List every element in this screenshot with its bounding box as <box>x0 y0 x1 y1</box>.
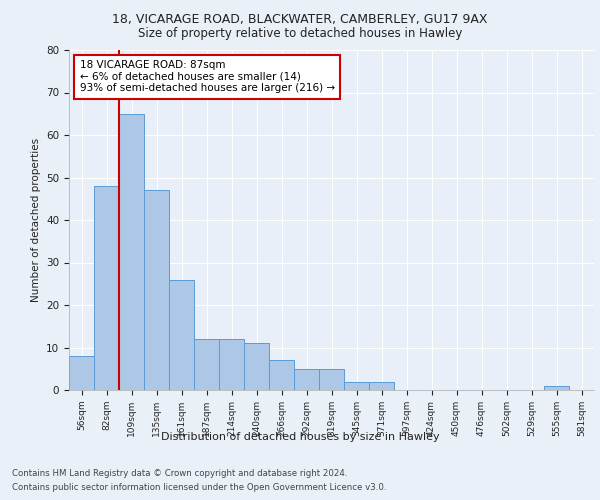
Bar <box>69 356 94 390</box>
Bar <box>269 360 294 390</box>
Text: Contains HM Land Registry data © Crown copyright and database right 2024.: Contains HM Land Registry data © Crown c… <box>12 469 347 478</box>
Bar <box>169 280 194 390</box>
Bar <box>244 343 269 390</box>
Bar <box>194 339 219 390</box>
Bar <box>344 382 369 390</box>
Text: Size of property relative to detached houses in Hawley: Size of property relative to detached ho… <box>138 28 462 40</box>
Text: 18, VICARAGE ROAD, BLACKWATER, CAMBERLEY, GU17 9AX: 18, VICARAGE ROAD, BLACKWATER, CAMBERLEY… <box>112 12 488 26</box>
Bar <box>94 186 119 390</box>
Text: 18 VICARAGE ROAD: 87sqm
← 6% of detached houses are smaller (14)
93% of semi-det: 18 VICARAGE ROAD: 87sqm ← 6% of detached… <box>79 60 335 94</box>
Bar <box>369 382 394 390</box>
Text: Contains public sector information licensed under the Open Government Licence v3: Contains public sector information licen… <box>12 482 386 492</box>
Bar <box>544 386 569 390</box>
Bar <box>294 369 319 390</box>
Text: Distribution of detached houses by size in Hawley: Distribution of detached houses by size … <box>161 432 439 442</box>
Bar <box>219 339 244 390</box>
Bar <box>319 369 344 390</box>
Bar <box>119 114 144 390</box>
Bar <box>144 190 169 390</box>
Y-axis label: Number of detached properties: Number of detached properties <box>31 138 41 302</box>
